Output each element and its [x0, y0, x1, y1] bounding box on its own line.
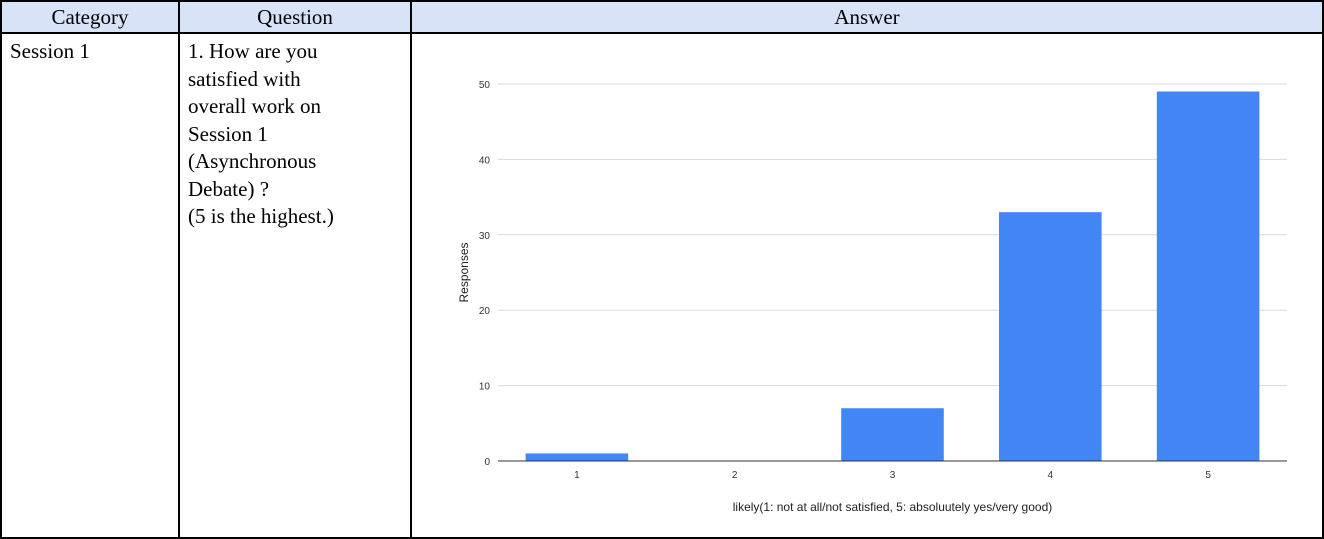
header-answer: Answer [410, 0, 1324, 34]
y-tick-label: 50 [479, 80, 491, 91]
y-axis-title: Responses [457, 242, 471, 302]
y-tick-label: 30 [479, 231, 491, 242]
question-line: Session 1 [188, 121, 268, 146]
y-tick-label: 0 [484, 457, 490, 468]
x-axis-title: likely(1: not at all/not satisfied, 5: a… [733, 500, 1053, 514]
table-row: Session 1 1. How are you satisfied with … [0, 32, 1324, 539]
bar [999, 212, 1102, 461]
x-tick-label: 4 [1048, 470, 1054, 481]
category-cell: Session 1 [0, 32, 180, 539]
question-line: Debate) ? [188, 176, 270, 201]
header-category: Category [0, 0, 180, 34]
question-text: 1. How are you satisfied with overall wo… [180, 34, 410, 231]
y-tick-label: 40 [479, 155, 491, 166]
category-text: Session 1 [10, 39, 90, 63]
header-row: Category Question Answer [0, 0, 1324, 34]
bar [841, 408, 944, 461]
question-line: 1. How are you [188, 39, 318, 63]
y-tick-label: 10 [479, 382, 491, 393]
bar [525, 453, 629, 461]
x-tick-label: 1 [574, 470, 580, 481]
x-tick-label: 2 [732, 470, 738, 481]
x-tick-label: 3 [890, 470, 896, 481]
header-question: Question [178, 0, 412, 34]
question-line: overall work on [188, 94, 321, 118]
question-cell: 1. How are you satisfied with overall wo… [178, 32, 412, 539]
bar-chart: 0 10 20 30 40 50 1 2 3 4 5 likely(1: not at all/not… [457, 80, 1287, 514]
bar [1156, 91, 1260, 461]
question-line: satisfied with [188, 66, 301, 91]
question-line: (Asynchronous [188, 149, 317, 173]
question-line: (5 is the highest.) [188, 204, 334, 228]
answer-cell: 0 10 20 30 40 50 1 2 3 4 5 likely(1: not at all/not… [410, 32, 1324, 539]
y-tick-label: 20 [479, 306, 491, 317]
x-tick-label: 5 [1205, 470, 1211, 481]
